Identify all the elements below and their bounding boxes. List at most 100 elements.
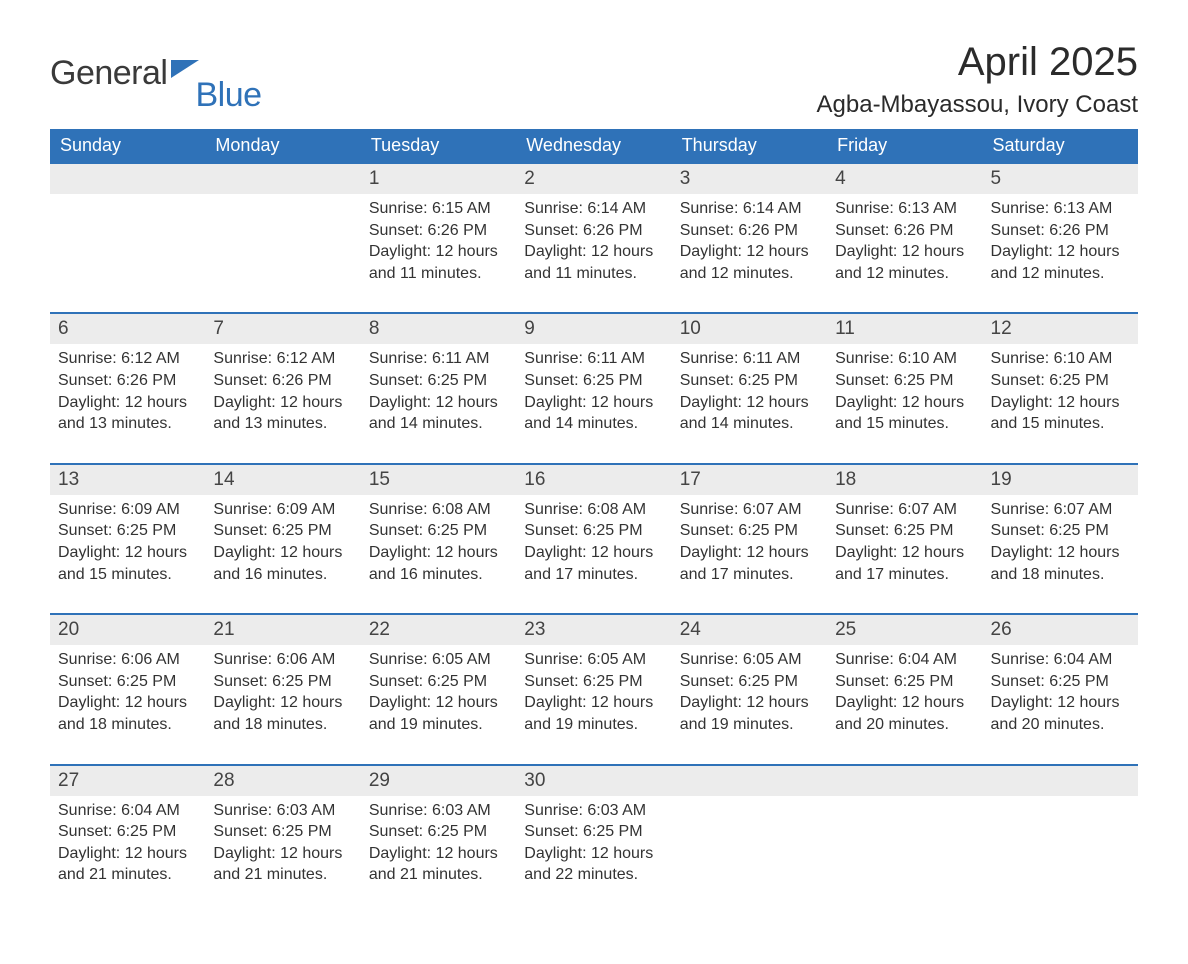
day-details-cell: Sunrise: 6:07 AMSunset: 6:25 PMDaylight:… [983,495,1138,614]
day-number-cell: 30 [516,765,671,796]
day-number: 20 [50,615,205,645]
day-number: 19 [983,465,1138,495]
sunset-text: Sunset: 6:26 PM [835,220,974,242]
day-details-cell: Sunrise: 6:06 AMSunset: 6:25 PMDaylight:… [205,645,360,764]
day-number-cell [672,765,827,796]
sunset-text: Sunset: 6:25 PM [369,520,508,542]
day-number-cell: 13 [50,464,205,495]
week-details-row: Sunrise: 6:06 AMSunset: 6:25 PMDaylight:… [50,645,1138,764]
logo-word1: General [50,54,167,93]
day-number-cell: 11 [827,313,982,344]
day-details-cell [50,194,205,313]
day-details-cell: Sunrise: 6:05 AMSunset: 6:25 PMDaylight:… [516,645,671,764]
day-number-cell: 1 [361,163,516,194]
day-details-cell: Sunrise: 6:04 AMSunset: 6:25 PMDaylight:… [983,645,1138,764]
day-number-cell: 27 [50,765,205,796]
day-number [672,766,827,792]
day-number: 23 [516,615,671,645]
day-details-cell: Sunrise: 6:07 AMSunset: 6:25 PMDaylight:… [827,495,982,614]
sunset-text: Sunset: 6:26 PM [213,370,352,392]
sunset-text: Sunset: 6:25 PM [835,520,974,542]
day-header: Thursday [672,129,827,163]
sunrise-text: Sunrise: 6:08 AM [369,499,508,521]
day-details-cell: Sunrise: 6:03 AMSunset: 6:25 PMDaylight:… [361,796,516,914]
sunset-text: Sunset: 6:26 PM [58,370,197,392]
day-number-cell [50,163,205,194]
day-number: 18 [827,465,982,495]
day-number-cell: 2 [516,163,671,194]
day-header: Wednesday [516,129,671,163]
daylight-text: Daylight: 12 hours and 17 minutes. [524,542,663,585]
sunset-text: Sunset: 6:25 PM [680,671,819,693]
day-number: 15 [361,465,516,495]
day-number-cell: 14 [205,464,360,495]
sunset-text: Sunset: 6:25 PM [835,671,974,693]
day-header: Sunday [50,129,205,163]
daylight-text: Daylight: 12 hours and 14 minutes. [369,392,508,435]
sunrise-text: Sunrise: 6:06 AM [58,649,197,671]
day-number-cell: 8 [361,313,516,344]
day-details-cell: Sunrise: 6:13 AMSunset: 6:26 PMDaylight:… [983,194,1138,313]
sunset-text: Sunset: 6:25 PM [369,671,508,693]
sunrise-text: Sunrise: 6:09 AM [213,499,352,521]
logo: General Blue [50,40,262,93]
day-number-cell: 12 [983,313,1138,344]
day-number-cell: 22 [361,614,516,645]
day-number-cell [205,163,360,194]
day-number: 10 [672,314,827,344]
day-number-cell: 5 [983,163,1138,194]
sunrise-text: Sunrise: 6:05 AM [369,649,508,671]
daylight-text: Daylight: 12 hours and 20 minutes. [835,692,974,735]
day-number-cell: 10 [672,313,827,344]
day-details-cell: Sunrise: 6:05 AMSunset: 6:25 PMDaylight:… [672,645,827,764]
sunrise-text: Sunrise: 6:14 AM [524,198,663,220]
day-number-cell: 4 [827,163,982,194]
day-details-cell [205,194,360,313]
day-number: 17 [672,465,827,495]
sunrise-text: Sunrise: 6:13 AM [835,198,974,220]
sunrise-text: Sunrise: 6:10 AM [991,348,1130,370]
day-header: Monday [205,129,360,163]
sunset-text: Sunset: 6:25 PM [991,370,1130,392]
daylight-text: Daylight: 12 hours and 16 minutes. [369,542,508,585]
day-number-cell [827,765,982,796]
sunrise-text: Sunrise: 6:12 AM [213,348,352,370]
daylight-text: Daylight: 12 hours and 13 minutes. [58,392,197,435]
day-number-cell: 24 [672,614,827,645]
week-details-row: Sunrise: 6:09 AMSunset: 6:25 PMDaylight:… [50,495,1138,614]
day-header: Saturday [983,129,1138,163]
day-number-cell: 25 [827,614,982,645]
sunrise-text: Sunrise: 6:10 AM [835,348,974,370]
sunset-text: Sunset: 6:26 PM [680,220,819,242]
day-details-cell: Sunrise: 6:14 AMSunset: 6:26 PMDaylight:… [672,194,827,313]
daylight-text: Daylight: 12 hours and 21 minutes. [369,843,508,886]
day-number: 21 [205,615,360,645]
page-header: General Blue April 2025 Agba-Mbayassou, … [50,40,1138,119]
day-header: Tuesday [361,129,516,163]
sunrise-text: Sunrise: 6:11 AM [369,348,508,370]
day-details-cell: Sunrise: 6:13 AMSunset: 6:26 PMDaylight:… [827,194,982,313]
daylight-text: Daylight: 12 hours and 18 minutes. [991,542,1130,585]
sunset-text: Sunset: 6:25 PM [58,671,197,693]
day-number: 11 [827,314,982,344]
day-number: 9 [516,314,671,344]
day-details-cell: Sunrise: 6:04 AMSunset: 6:25 PMDaylight:… [827,645,982,764]
sunset-text: Sunset: 6:25 PM [524,821,663,843]
day-number-cell: 28 [205,765,360,796]
week-number-row: 13141516171819 [50,464,1138,495]
day-details-cell: Sunrise: 6:05 AMSunset: 6:25 PMDaylight:… [361,645,516,764]
daylight-text: Daylight: 12 hours and 11 minutes. [524,241,663,284]
daylight-text: Daylight: 12 hours and 18 minutes. [213,692,352,735]
daylight-text: Daylight: 12 hours and 13 minutes. [213,392,352,435]
day-number: 8 [361,314,516,344]
day-number-cell: 3 [672,163,827,194]
day-number: 4 [827,164,982,194]
day-number-cell: 18 [827,464,982,495]
day-number [50,164,205,190]
day-details-cell [672,796,827,914]
daylight-text: Daylight: 12 hours and 12 minutes. [991,241,1130,284]
day-number-cell: 19 [983,464,1138,495]
day-details-cell: Sunrise: 6:09 AMSunset: 6:25 PMDaylight:… [50,495,205,614]
day-number-cell: 23 [516,614,671,645]
day-details-cell: Sunrise: 6:11 AMSunset: 6:25 PMDaylight:… [672,344,827,463]
